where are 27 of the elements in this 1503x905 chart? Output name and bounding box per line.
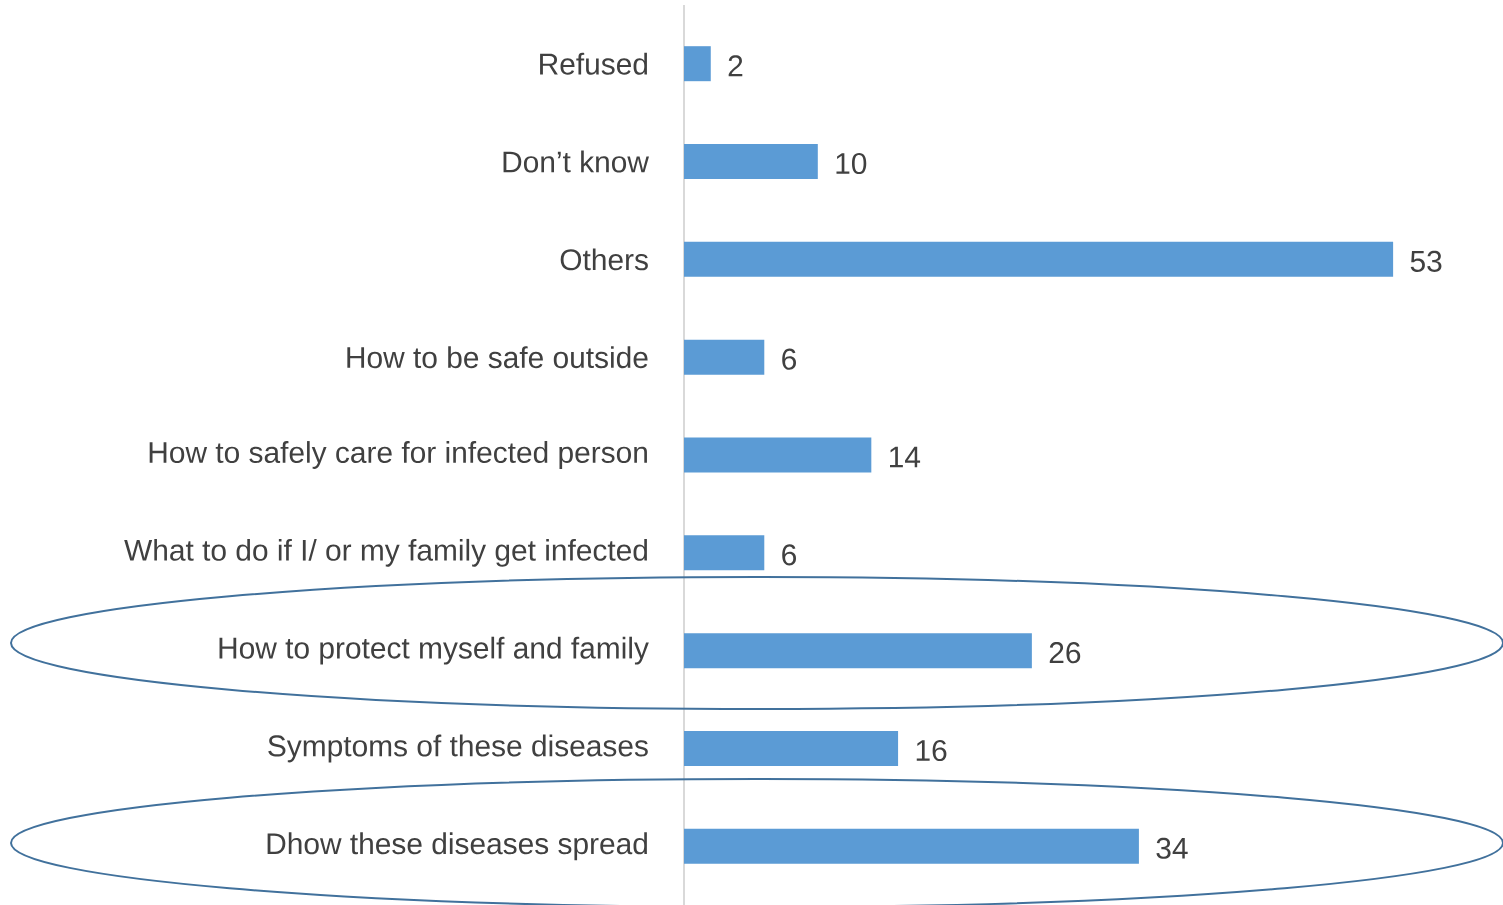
- data-label: 16: [916, 739, 947, 762]
- bar: [684, 730, 899, 766]
- y-tick-label: Others: [560, 248, 648, 271]
- data-label: 6: [782, 348, 796, 370]
- y-tick-label: Symptoms of these diseases: [268, 734, 648, 763]
- data-label: 34: [1156, 837, 1188, 859]
- y-tick-label: Dhow these diseases spread: [267, 832, 647, 861]
- data-label: 14: [890, 446, 921, 468]
- bar: [684, 437, 872, 473]
- data-label: 53: [1410, 250, 1442, 272]
- y-tick-label: How to protect myself and family: [219, 636, 649, 665]
- data-label: 2: [728, 55, 743, 77]
- bar: [684, 633, 1032, 669]
- y-tick-label: How to safely care for infected person: [149, 441, 647, 469]
- bar: [684, 46, 711, 82]
- y-tick-label: Refused: [540, 52, 648, 75]
- bar: [684, 339, 765, 375]
- y-tick-label: How to be safe outside: [347, 346, 648, 369]
- y-tick-label: Don’t know: [503, 150, 649, 173]
- y-tick-label: What to do if I/ or my family get infected: [124, 538, 647, 567]
- data-label: 6: [782, 544, 796, 566]
- data-label: 10: [836, 152, 867, 175]
- bar: [684, 241, 1394, 277]
- data-label: 26: [1049, 642, 1081, 664]
- bar: [684, 535, 765, 571]
- bar: [684, 828, 1139, 864]
- bar: [684, 144, 818, 180]
